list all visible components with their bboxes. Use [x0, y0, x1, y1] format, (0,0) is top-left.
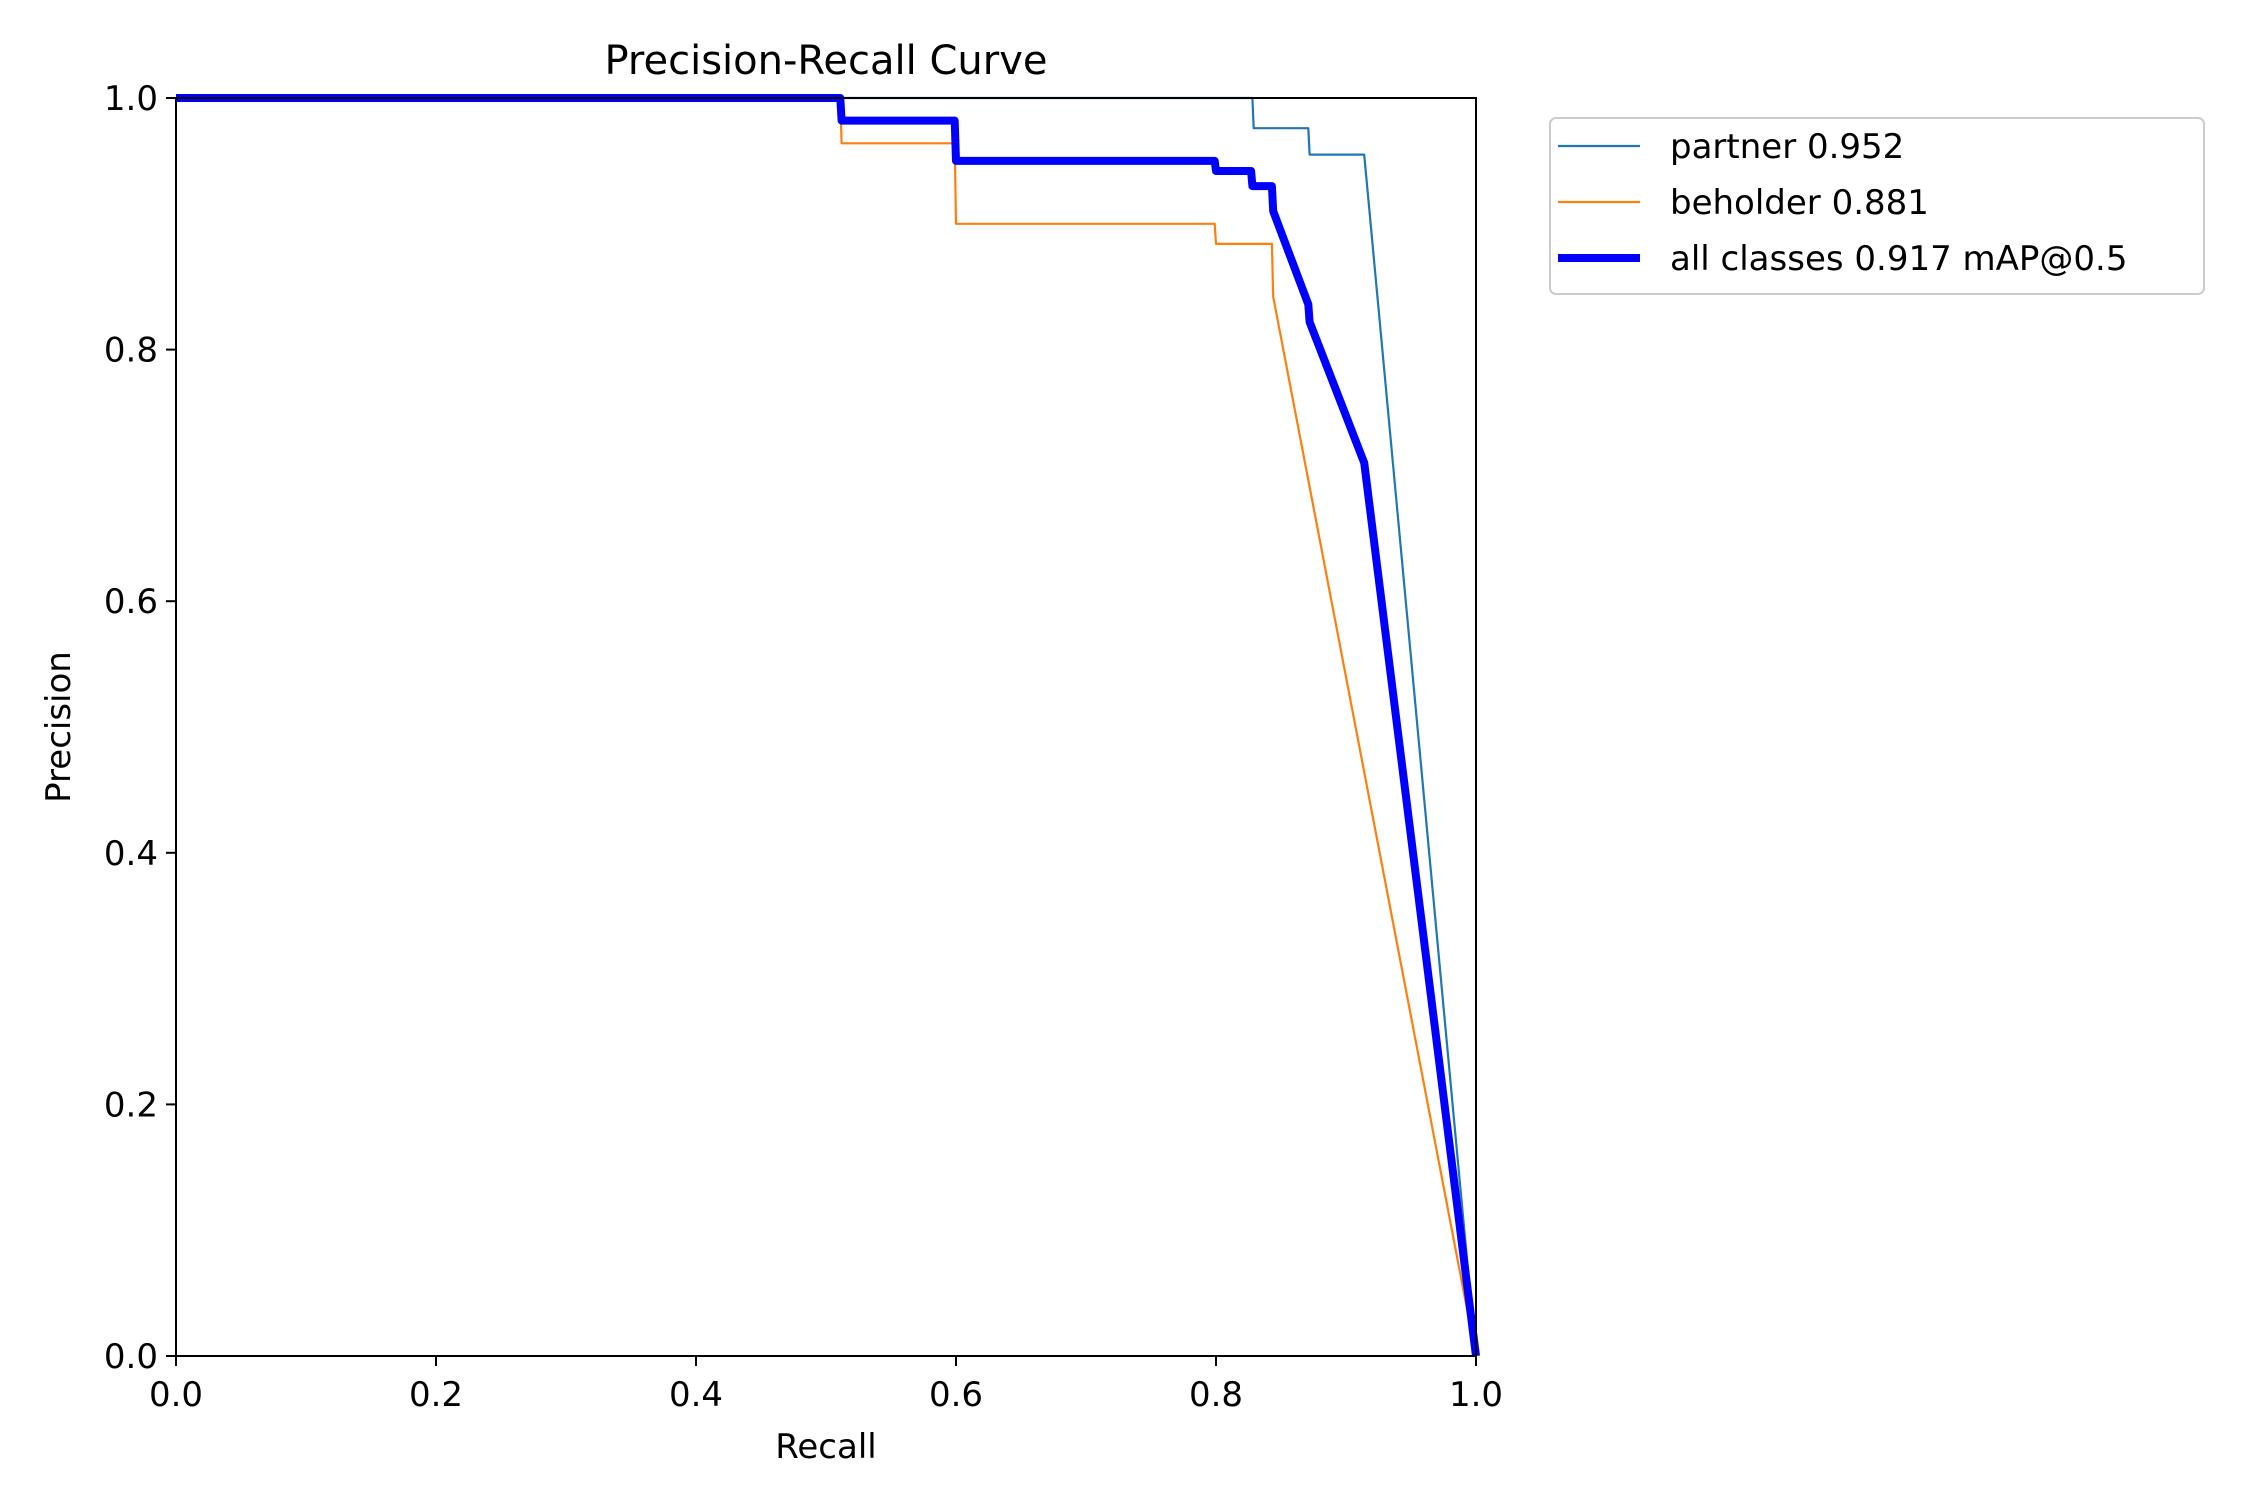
- y-tick-label: 0.6: [104, 582, 158, 622]
- series-line-0: [176, 96, 1478, 1357]
- x-axis-label: Recall: [775, 1427, 876, 1467]
- y-axis-label: Precision: [39, 651, 79, 803]
- y-tick-label: 0.2: [104, 1085, 158, 1125]
- y-tick-label: 0.0: [104, 1337, 158, 1377]
- plot-frame: [175, 97, 1477, 1357]
- legend-label-0: partner 0.952: [1670, 127, 1904, 167]
- series-line-1: [176, 96, 1478, 1357]
- legend-label-2: all classes 0.917 mAP@0.5: [1670, 239, 2127, 279]
- x-tick-label: 0.0: [149, 1375, 203, 1415]
- legend-label-1: beholder 0.881: [1670, 183, 1929, 223]
- x-tick-label: 0.6: [929, 1375, 983, 1415]
- legend: partner 0.952 beholder 0.881 all classes 0…: [1549, 117, 2205, 295]
- y-axis: 0.0 0.2 0.4 0.6 0.8 1.0: [104, 79, 176, 1377]
- x-axis: 0.0 0.2 0.4 0.6 0.8 1.0: [149, 1356, 1503, 1415]
- y-tick-label: 1.0: [104, 79, 158, 119]
- x-tick-label: 0.2: [409, 1375, 463, 1415]
- y-tick-label: 0.8: [104, 331, 158, 371]
- x-tick-label: 0.8: [1189, 1375, 1243, 1415]
- y-tick-label: 0.4: [104, 834, 158, 874]
- series-layer: [176, 94, 1480, 1357]
- legend-box: [1549, 117, 2205, 295]
- x-tick-label: 0.4: [669, 1375, 723, 1415]
- series-line-2: [176, 94, 1480, 1357]
- chart-title: Precision-Recall Curve: [605, 38, 1048, 84]
- x-tick-label: 1.0: [1449, 1375, 1503, 1415]
